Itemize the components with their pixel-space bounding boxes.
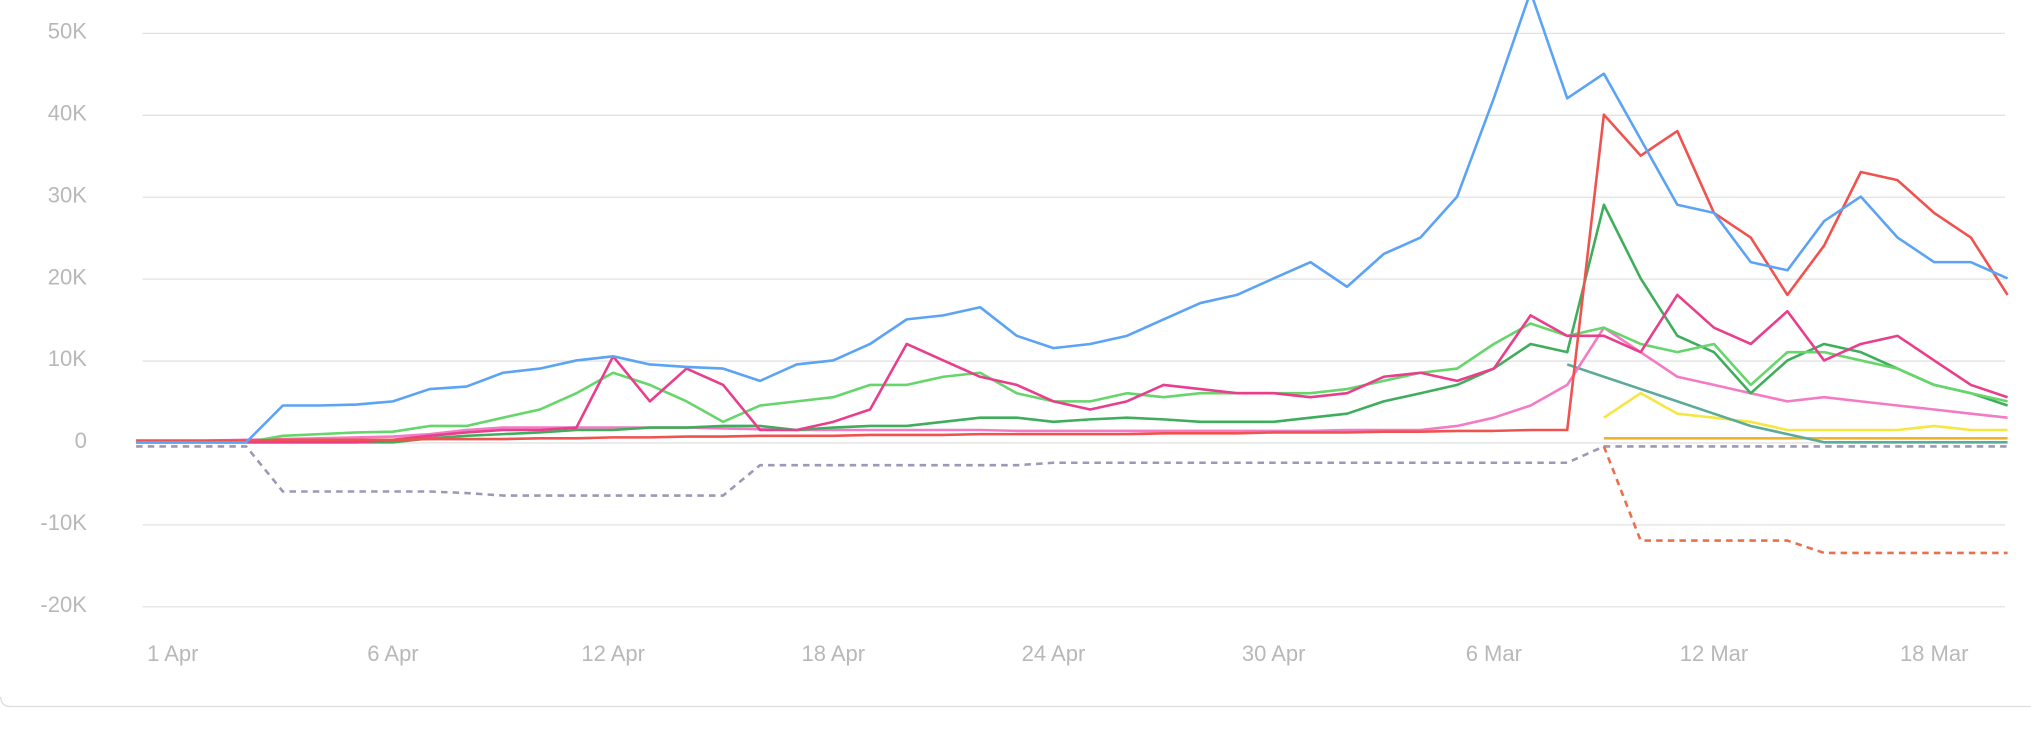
labels: -20K -10K 0 10K 20K 30K 40K 50K 1 Apr 6 Apr 12 Apr…: [40, 19, 1968, 667]
series-line: [136, 326, 2008, 444]
series: [136, 0, 2009, 555]
y-tick-label: -20K: [40, 592, 87, 617]
x-tick-label: 6 Mar: [1466, 641, 1522, 666]
y-tick-label: 40K: [48, 100, 87, 125]
y-tick-label: 10K: [48, 346, 87, 371]
x-tick-label: 24 Apr: [1022, 641, 1086, 666]
panel-border: [0, 696, 2031, 708]
series-line: [136, 322, 2008, 444]
y-tick-label: 20K: [48, 264, 87, 289]
x-tick-label: 6 Apr: [367, 641, 418, 666]
series-line: [1566, 363, 2008, 444]
x-tick-label: 1 Apr: [147, 641, 198, 666]
x-tick-label: 30 Apr: [1242, 641, 1306, 666]
x-tick-label: 12 Mar: [1680, 641, 1748, 666]
series-line: [136, 293, 2008, 444]
x-tick-label: 18 Apr: [802, 641, 866, 666]
series-line: [136, 113, 2009, 442]
y-tick-label: 0: [75, 428, 87, 453]
x-tick-label: 18 Mar: [1900, 641, 1968, 666]
y-tick-label: 30K: [48, 182, 87, 207]
series-line: [136, 203, 2008, 444]
y-tick-label: -10K: [40, 510, 87, 535]
series-line: [1603, 391, 2008, 432]
series-line: [1602, 445, 2008, 555]
series-line: [136, 445, 2008, 497]
series-line: [136, 0, 2009, 444]
y-tick-label: 50K: [48, 19, 87, 44]
x-tick-label: 12 Apr: [581, 641, 645, 666]
grid: [142, 32, 2005, 608]
